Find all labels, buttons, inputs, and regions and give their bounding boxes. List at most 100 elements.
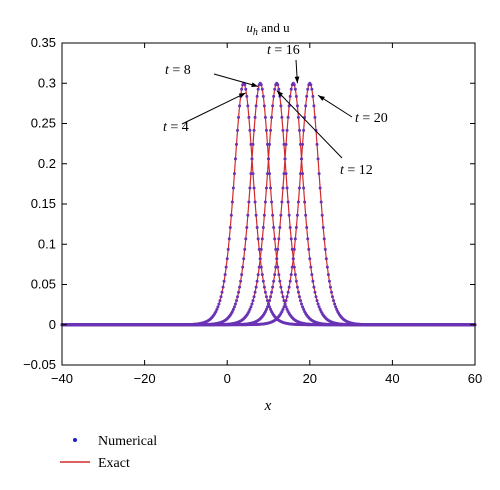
numerical-point — [264, 128, 268, 132]
numerical-point — [314, 295, 318, 299]
x-tick-label: 40 — [385, 371, 399, 386]
y-tick-label: 0.3 — [38, 75, 56, 90]
y-tick-label: 0.05 — [31, 277, 56, 292]
numerical-point — [248, 128, 252, 132]
numerical-series-t4 — [60, 81, 477, 327]
numerical-point — [243, 247, 247, 251]
numerical-point — [229, 213, 233, 217]
numerical-point — [297, 128, 301, 132]
numerical-point — [285, 128, 289, 132]
numerical-point — [231, 186, 235, 190]
numerical-point — [284, 172, 288, 176]
annotation-label: t = 20 — [355, 111, 388, 126]
numerical-point — [269, 295, 273, 299]
numerical-point — [301, 305, 305, 309]
numerical-point — [309, 83, 313, 87]
numerical-point — [259, 247, 263, 251]
numerical-point — [247, 115, 251, 119]
numerical-point — [257, 265, 261, 269]
numerical-point — [296, 200, 300, 204]
numerical-point — [291, 257, 295, 261]
annotation-arrowhead — [238, 92, 246, 98]
numerical-point — [247, 200, 251, 204]
y-ticks: −0.05 0 0.05 0.1 0.15 0.2 0.25 0.3 0.35 — [23, 35, 475, 372]
annotations-group: t = 4 t = 8 t = 12 t = 16 t = 20 — [163, 43, 388, 178]
numerical-point — [290, 265, 294, 269]
numerical-point — [313, 290, 317, 294]
numerical-point — [281, 128, 285, 132]
numerical-point — [256, 237, 260, 241]
annotation-label: t = 12 — [340, 163, 373, 178]
numerical-point — [282, 299, 286, 303]
numerical-point — [278, 279, 282, 283]
title-rest: and u — [258, 20, 290, 35]
numerical-point — [296, 290, 300, 294]
numerical-series-t8 — [60, 81, 477, 327]
numerical-point — [261, 279, 265, 283]
numerical-point — [322, 237, 326, 241]
numerical-point — [230, 200, 234, 204]
numerical-point — [303, 200, 307, 204]
title-subscript: h — [253, 27, 258, 38]
numerical-point — [244, 87, 248, 91]
numerical-point — [289, 273, 293, 277]
numerical-point — [284, 142, 288, 146]
numerical-point — [260, 237, 264, 241]
numerical-point — [320, 213, 324, 217]
numerical-point — [243, 83, 247, 87]
numerical-point — [215, 307, 219, 311]
numerical-point — [249, 172, 253, 176]
numerical-point — [269, 186, 273, 190]
numerical-point — [228, 226, 232, 230]
numerical-point — [254, 213, 258, 217]
numerical-point — [280, 115, 284, 119]
numerical-point — [263, 290, 267, 294]
numerical-point — [292, 265, 296, 269]
numerical-point — [251, 299, 255, 303]
numerical-point — [253, 200, 257, 204]
numerical-point — [293, 87, 297, 91]
numerical-point — [265, 172, 269, 176]
numerical-point — [244, 237, 248, 241]
numerical-point — [277, 237, 281, 241]
numerical-point — [277, 87, 281, 91]
numerical-point — [240, 273, 244, 277]
numerical-point — [309, 265, 313, 269]
numerical-point — [324, 257, 328, 261]
numerical-point — [263, 115, 267, 119]
numerical-point — [299, 142, 303, 146]
numerical-point — [301, 172, 305, 176]
annotation-arrowhead — [276, 90, 284, 97]
legend: Numerical Exact — [60, 434, 157, 471]
numerical-point — [310, 273, 314, 277]
numerical-point — [321, 226, 325, 230]
numerical-point — [253, 290, 257, 294]
numerical-point — [295, 213, 299, 217]
numerical-point — [239, 279, 243, 283]
numerical-point — [301, 142, 305, 146]
y-tick-label: −0.05 — [23, 357, 56, 372]
numerical-point — [258, 257, 262, 261]
numerical-point — [289, 237, 293, 241]
numerical-point — [328, 285, 332, 289]
curves-group — [60, 81, 477, 327]
numerical-point — [292, 83, 296, 87]
y-tick-label: 0.25 — [31, 116, 56, 131]
legend-label-numerical: Numerical — [98, 434, 157, 449]
numerical-point — [296, 115, 300, 119]
numerical-point — [297, 186, 301, 190]
numerical-point — [268, 305, 272, 309]
numerical-point — [293, 237, 297, 241]
numerical-point — [270, 200, 274, 204]
numerical-point — [295, 285, 299, 289]
numerical-point — [288, 279, 292, 283]
numerical-point — [316, 302, 320, 306]
numerical-point — [250, 157, 254, 161]
numerical-point — [286, 200, 290, 204]
numerical-point — [269, 128, 273, 132]
numerical-point — [274, 247, 278, 251]
numerical-point — [260, 87, 264, 91]
exact-curve-t12 — [62, 82, 475, 326]
numerical-point — [262, 213, 266, 217]
numerical-point — [284, 305, 288, 309]
